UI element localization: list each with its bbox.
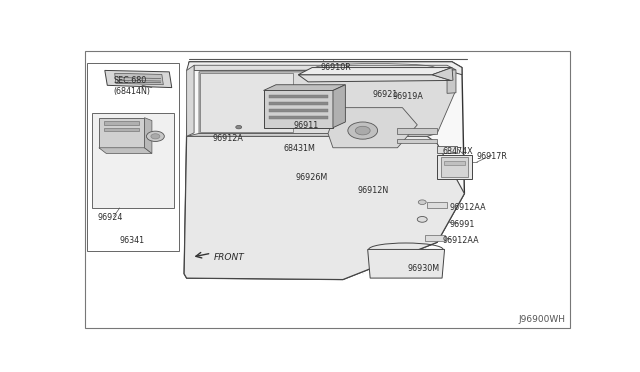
Circle shape	[419, 200, 426, 205]
Polygon shape	[397, 139, 437, 144]
Polygon shape	[428, 202, 447, 208]
Text: 96930M: 96930M	[408, 264, 440, 273]
Polygon shape	[115, 73, 163, 85]
Text: 68431M: 68431M	[284, 144, 316, 153]
Text: 96912N: 96912N	[358, 186, 389, 195]
Text: J96900WH: J96900WH	[518, 315, 565, 324]
Polygon shape	[367, 250, 445, 278]
Text: 96912AA: 96912AA	[449, 203, 486, 212]
Polygon shape	[432, 68, 453, 80]
Polygon shape	[397, 128, 437, 134]
Text: 96341: 96341	[120, 236, 145, 246]
Circle shape	[236, 125, 242, 129]
Text: 96924: 96924	[97, 214, 123, 222]
Polygon shape	[264, 90, 333, 128]
Text: 96911: 96911	[293, 121, 319, 130]
Polygon shape	[269, 116, 328, 119]
Text: 96926M: 96926M	[296, 173, 328, 182]
Text: FRONT: FRONT	[214, 253, 244, 262]
Polygon shape	[145, 118, 152, 154]
Polygon shape	[104, 121, 138, 125]
Polygon shape	[88, 63, 179, 251]
Polygon shape	[269, 102, 328, 105]
Polygon shape	[425, 235, 445, 241]
Polygon shape	[298, 68, 452, 75]
Polygon shape	[187, 134, 437, 136]
Polygon shape	[441, 157, 468, 177]
Polygon shape	[187, 65, 194, 136]
Polygon shape	[105, 70, 172, 87]
Text: 96991: 96991	[449, 220, 475, 229]
Polygon shape	[99, 148, 152, 154]
Text: 96921: 96921	[372, 90, 398, 99]
Polygon shape	[264, 85, 346, 90]
Text: 68474X: 68474X	[442, 147, 473, 156]
Polygon shape	[269, 95, 328, 97]
Text: 96917R: 96917R	[477, 152, 508, 161]
Polygon shape	[104, 128, 138, 131]
Circle shape	[355, 126, 370, 135]
Polygon shape	[437, 146, 457, 154]
Polygon shape	[194, 65, 456, 70]
Text: 96919A: 96919A	[392, 92, 423, 101]
Polygon shape	[298, 75, 451, 82]
Circle shape	[151, 134, 160, 139]
Text: 96912A: 96912A	[213, 134, 244, 143]
Polygon shape	[99, 118, 145, 148]
Circle shape	[417, 217, 428, 222]
Circle shape	[147, 131, 164, 141]
Polygon shape	[444, 161, 465, 165]
Polygon shape	[184, 62, 465, 279]
Text: 96912AA: 96912AA	[442, 236, 479, 246]
Polygon shape	[184, 136, 465, 279]
Polygon shape	[333, 85, 346, 128]
Circle shape	[348, 122, 378, 139]
Text: 96910R: 96910R	[321, 63, 351, 72]
Polygon shape	[437, 155, 472, 179]
Polygon shape	[328, 108, 417, 148]
Text: SEC.680
(68414N): SEC.680 (68414N)	[114, 77, 151, 96]
Polygon shape	[200, 73, 293, 132]
Polygon shape	[447, 70, 456, 93]
Polygon shape	[187, 62, 462, 75]
Polygon shape	[92, 113, 174, 208]
Polygon shape	[269, 109, 328, 112]
Polygon shape	[199, 72, 454, 134]
